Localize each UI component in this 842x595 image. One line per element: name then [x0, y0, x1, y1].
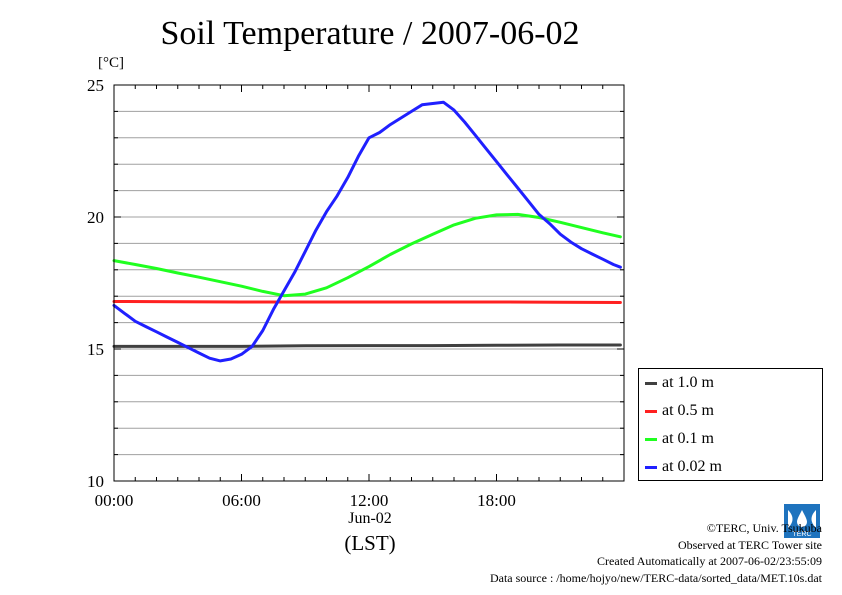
y-tick-label-2: 20	[87, 208, 104, 227]
x-tick-label-2: 12:00	[350, 491, 389, 510]
terc-logo: TERC	[784, 504, 820, 538]
legend-swatch-0.1m	[645, 437, 657, 441]
y-axis-unit-label: [°C]	[98, 55, 124, 71]
legend-item-0.5m: at 0.5 m	[645, 401, 714, 421]
logo-drop	[797, 510, 807, 527]
footer-copyright: ©TERC, Univ. Tsukuba	[706, 521, 822, 535]
y-tick-label-0: 10	[87, 472, 104, 491]
legend-swatch-0.5m	[645, 409, 657, 413]
timezone-label: (LST)	[344, 531, 396, 555]
legend: at 1.0 m at 0.5 m at 0.1 m at 0.02 m	[638, 368, 823, 481]
series-layer	[112, 100, 622, 363]
series-line-0	[112, 343, 622, 348]
plot-frame	[113, 84, 625, 482]
footer-source: Data source : /home/hojyo/new/TERC-data/…	[489, 570, 822, 585]
logo-text: TERC	[792, 531, 811, 538]
x-tick-label-0: 00:00	[95, 491, 134, 510]
axes-layer: 00:00 06:00 12:00 18:00 10 15 20 25	[87, 76, 625, 510]
grid-layer	[114, 110, 624, 456]
chart-title: Soil Temperature / 2007-06-02	[160, 15, 580, 52]
legend-item-1m: at 1.0 m	[645, 373, 714, 393]
y-tick-label-1: 15	[87, 340, 104, 359]
legend-label-1m: at 1.0 m	[662, 374, 714, 391]
footer-created: Created Automatically at 2007-06-02/23:5…	[597, 554, 822, 568]
y-tick-label-3: 25	[87, 76, 104, 95]
series-line-3	[112, 100, 622, 363]
legend-item-0.02m: at 0.02 m	[645, 457, 722, 477]
logo-wave-right	[811, 510, 816, 528]
legend-label-0.5m: at 0.5 m	[662, 402, 714, 419]
series-line-2	[112, 212, 622, 298]
logo-wave-left	[788, 510, 793, 528]
footer-observed: Observed at TERC Tower site	[677, 537, 822, 552]
series-line-1	[112, 300, 622, 304]
legend-item-0.1m: at 0.1 m	[645, 429, 714, 449]
legend-label-0.02m: at 0.02 m	[662, 458, 722, 475]
legend-label-0.1m: at 0.1 m	[662, 430, 714, 447]
legend-swatch-0.02m	[645, 465, 657, 469]
x-tick-label-1: 06:00	[222, 491, 261, 510]
date-label: Jun-02	[348, 510, 392, 527]
footer: ©TERC, Univ. Tsukuba Observed at TERC To…	[490, 520, 822, 586]
x-tick-label-3: 18:00	[477, 491, 516, 510]
legend-swatch-1m	[645, 381, 657, 385]
